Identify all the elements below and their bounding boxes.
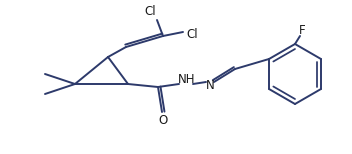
Text: O: O: [158, 113, 168, 126]
Text: Cl: Cl: [186, 28, 198, 41]
Text: Cl: Cl: [144, 4, 156, 18]
Text: F: F: [299, 24, 305, 36]
Text: N: N: [206, 79, 214, 91]
Text: NH: NH: [178, 73, 196, 85]
